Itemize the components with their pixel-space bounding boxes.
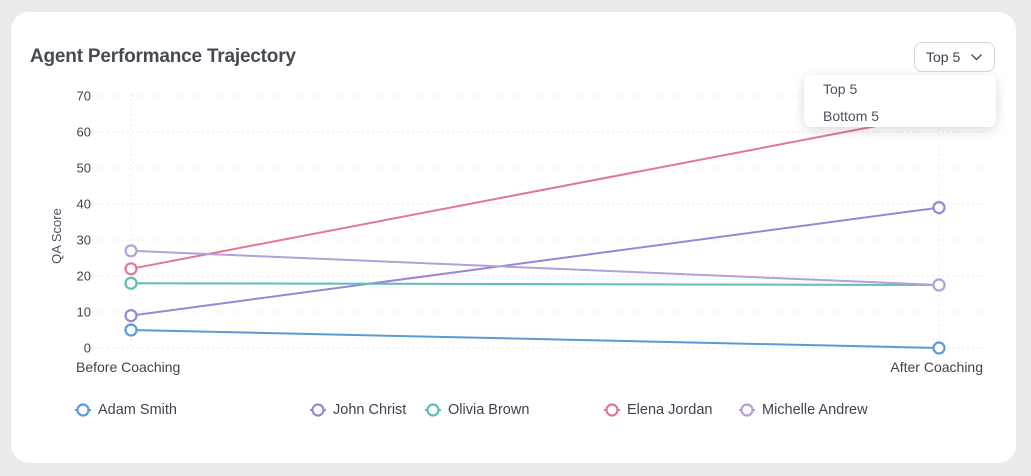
x-tick-label: After Coaching [890, 359, 983, 375]
legend-label: Olivia Brown [448, 402, 530, 418]
legend-item[interactable]: Elena Jordan [604, 402, 712, 418]
y-tick-label: 70 [77, 89, 91, 104]
data-point[interactable] [124, 262, 138, 276]
y-tick-label: 40 [77, 197, 91, 212]
legend-marker-icon [310, 402, 326, 418]
legend-marker-icon [739, 402, 755, 418]
data-point[interactable] [124, 323, 138, 337]
y-tick-label: 0 [84, 341, 91, 356]
chart-card: 0 10 20 30 40 50 60 70 Before Coaching After Coa… [11, 12, 1016, 463]
series-line-elena-jordan [130, 113, 940, 270]
data-point[interactable] [932, 341, 946, 355]
top-bottom-filter-select[interactable]: Top 5 [914, 42, 995, 72]
grid [87, 94, 986, 349]
series-line-olivia-brown [130, 282, 940, 286]
legend-item[interactable]: Adam Smith [75, 402, 177, 418]
y-tick-label: 50 [77, 161, 91, 176]
y-axis-label: QA Score [49, 208, 64, 264]
chart-title: Agent Performance Trajectory [30, 46, 296, 67]
legend-marker-icon [604, 402, 620, 418]
data-point[interactable] [124, 276, 138, 290]
data-point[interactable] [932, 201, 946, 215]
data-point[interactable] [124, 244, 138, 258]
y-axis-ticks: 0 10 20 30 40 50 60 70 [77, 89, 91, 356]
legend-marker-icon [425, 402, 441, 418]
legend-marker-icon [75, 402, 91, 418]
y-tick-label: 60 [77, 125, 91, 140]
legend-label: Michelle Andrew [762, 402, 868, 418]
filter-dropdown-menu: Top 5 Bottom 5 [804, 75, 996, 127]
y-tick-label: 10 [77, 305, 91, 320]
filter-selected-value: Top 5 [926, 49, 961, 65]
series-group [124, 107, 946, 355]
series-line-michelle-andrew [130, 249, 940, 286]
legend-item[interactable]: John Christ [310, 402, 406, 418]
data-point[interactable] [124, 309, 138, 323]
legend-label: Elena Jordan [627, 402, 713, 418]
menu-item-bottom-5[interactable]: Bottom 5 [823, 108, 880, 124]
series-line-adam-smith [130, 329, 940, 349]
x-tick-label: Before Coaching [76, 359, 180, 375]
legend-item[interactable]: Michelle Andrew [739, 402, 868, 418]
y-tick-label: 30 [77, 233, 91, 248]
menu-item-top-5[interactable]: Top 5 [823, 81, 858, 97]
chevron-down-icon [971, 53, 982, 61]
data-point[interactable] [932, 278, 946, 292]
legend-label: Adam Smith [98, 402, 177, 418]
legend-item[interactable]: Olivia Brown [425, 402, 529, 418]
series-line-john-christ [130, 206, 940, 317]
y-tick-label: 20 [77, 269, 91, 284]
line-chart: 0 10 20 30 40 50 60 70 Before Coaching After Coa… [49, 89, 986, 375]
x-axis-ticks: Before Coaching After Coaching [76, 359, 983, 375]
legend-label: John Christ [333, 402, 407, 418]
